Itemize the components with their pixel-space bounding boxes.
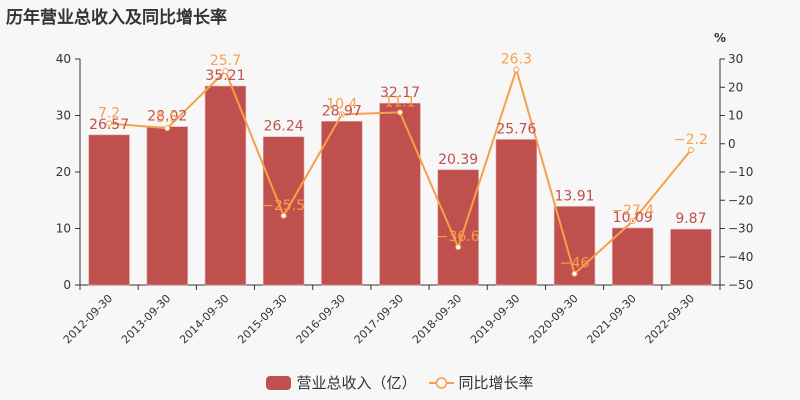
x-axis-tick: 2014-09-30: [177, 292, 231, 346]
growth-point[interactable]: [687, 146, 694, 153]
bar-value-label: 26.57: [89, 117, 129, 133]
legend-item-growth[interactable]: 同比增长率: [428, 372, 534, 393]
revenue-bar[interactable]: [262, 136, 305, 286]
growth-value-label: 10.4: [326, 96, 357, 112]
x-axis-tick: 2018-09-30: [410, 292, 464, 346]
growth-value-label: −27.4: [611, 203, 654, 219]
line-marker-icon: [428, 376, 454, 389]
legend-item-revenue[interactable]: 营业总收入（亿）: [266, 372, 417, 393]
chart-title: 历年营业总收入及同比增长率: [6, 8, 227, 28]
legend: 营业总收入（亿） 同比增长率: [0, 372, 800, 393]
growth-point[interactable]: [397, 109, 403, 116]
left-axis-tick: 0: [63, 278, 71, 292]
right-axis-tick: 10: [728, 109, 743, 123]
x-axis-tick: 2012-09-30: [61, 292, 115, 346]
right-axis-tick: 20: [728, 80, 743, 94]
revenue-bar[interactable]: [437, 169, 479, 286]
x-axis-tick: 2017-09-30: [352, 292, 406, 346]
growth-value-label: −36.6: [437, 229, 480, 245]
revenue-bar[interactable]: [612, 227, 654, 286]
right-axis-tick: −30: [728, 222, 753, 236]
x-axis-tick: 2015-09-30: [235, 292, 289, 346]
growth-value-label: −25.5: [262, 198, 305, 214]
legend-label-revenue: 营业总收入（亿）: [296, 374, 417, 392]
growth-point[interactable]: [571, 270, 578, 277]
left-axis-tick: 40: [56, 52, 71, 66]
right-axis-tick: 0: [728, 137, 736, 151]
growth-value-label: 25.7: [210, 53, 241, 69]
x-axis-tick: 2013-09-30: [119, 292, 173, 346]
bar-value-label: 28.02: [147, 109, 187, 125]
bar-value-label: 32.17: [380, 85, 420, 101]
x-axis-tick: 2022-09-30: [643, 292, 697, 346]
growth-point[interactable]: [629, 218, 636, 225]
right-axis-tick: 30: [728, 52, 743, 66]
left-axis-tick: 20: [56, 165, 71, 179]
bar-value-label: 28.97: [322, 103, 362, 119]
right-axis-unit: %: [714, 31, 726, 45]
left-axis-tick: 10: [56, 222, 71, 236]
revenue-bar[interactable]: [321, 121, 363, 286]
legend-label-growth: 同比增长率: [458, 374, 534, 392]
growth-value-label: −46: [560, 256, 590, 272]
revenue-bar[interactable]: [670, 228, 712, 286]
revenue-bar[interactable]: [146, 126, 188, 286]
growth-point[interactable]: [106, 120, 113, 127]
bar-value-label: 35.21: [205, 68, 245, 84]
growth-value-label: 5.5: [156, 110, 178, 126]
growth-point[interactable]: [222, 68, 229, 75]
growth-value-label: −2.2: [674, 132, 708, 148]
growth-value-label: 26.3: [501, 51, 532, 67]
left-axis-tick: 30: [56, 109, 71, 123]
growth-value-label: 7.2: [98, 105, 120, 121]
bar-value-label: 25.76: [496, 121, 536, 137]
growth-point[interactable]: [513, 66, 520, 73]
revenue-bar[interactable]: [379, 102, 421, 286]
growth-point[interactable]: [338, 111, 345, 118]
revenue-bar[interactable]: [495, 139, 538, 286]
right-axis-tick: −20: [728, 193, 753, 207]
bar-value-label: 10.09: [613, 210, 653, 226]
combo-chart: 0 10 20 30 40 −50 −40 −30 −20 −10 0 10 20 30% 2012-09-…: [56, 31, 754, 346]
revenue-bar[interactable]: [88, 134, 130, 286]
growth-point[interactable]: [280, 212, 287, 219]
x-axis-tick: 2019-09-30: [468, 292, 522, 346]
growth-point[interactable]: [455, 244, 462, 251]
bar-value-label: 13.91: [554, 188, 594, 204]
bar-value-label: 20.39: [438, 152, 478, 168]
x-axis-tick: 2016-09-30: [294, 292, 348, 346]
x-axis-tick: 2021-09-30: [584, 292, 638, 346]
right-axis-tick: −40: [728, 250, 753, 264]
right-axis-tick: −10: [728, 165, 753, 179]
bar-value-label: 26.24: [264, 119, 304, 135]
bar-swatch-icon: [266, 375, 292, 390]
x-axis-tick: 2020-09-30: [526, 292, 580, 346]
growth-point[interactable]: [164, 125, 171, 132]
revenue-bar[interactable]: [204, 85, 247, 286]
right-axis-tick: −50: [728, 278, 753, 292]
growth-value-label: 11.1: [384, 94, 415, 110]
bar-value-label: 9.87: [675, 211, 706, 227]
